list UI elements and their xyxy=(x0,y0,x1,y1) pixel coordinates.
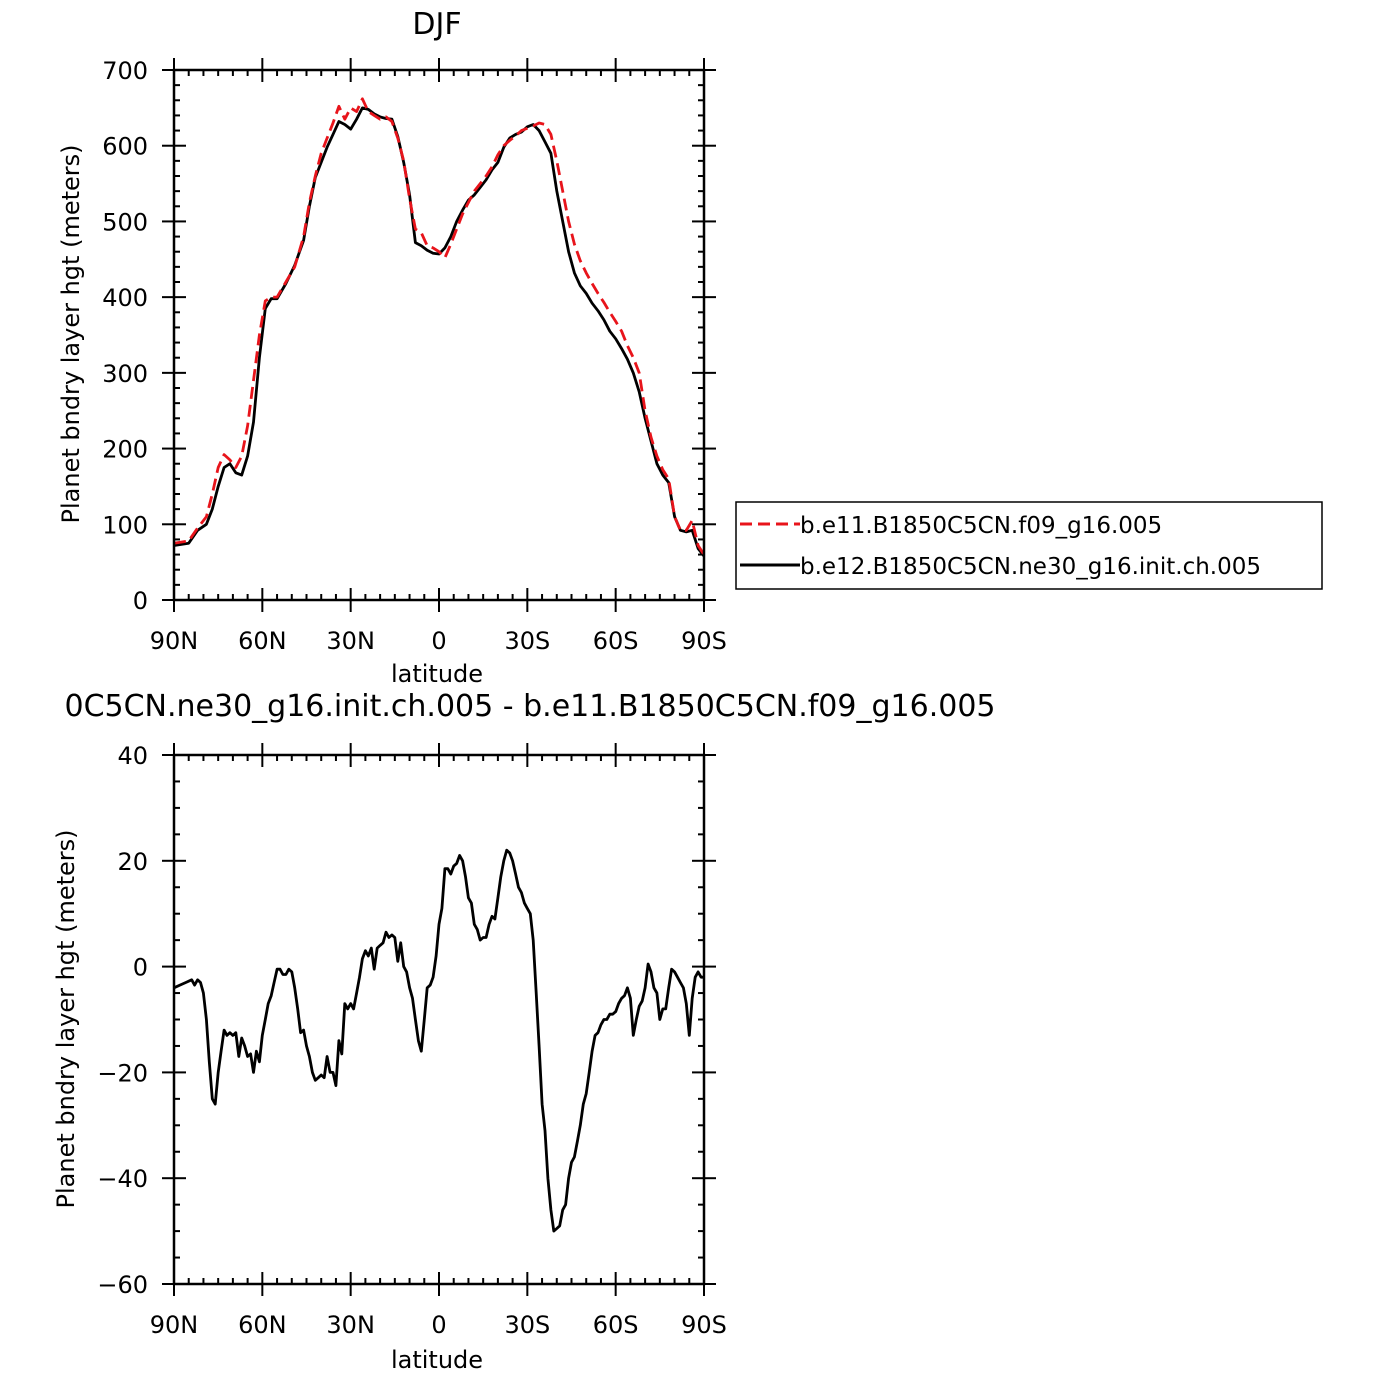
series-line-1 xyxy=(173,97,706,556)
bottom-plot-frame xyxy=(172,753,706,1286)
legend-box xyxy=(735,501,1323,590)
x-tick-label: 0 xyxy=(431,1311,446,1339)
y-tick-label: 0 xyxy=(133,954,148,982)
bottom-panel: 0C5CN.ne30_g16.init.ch.005 - b.e11.B1850… xyxy=(52,689,996,1374)
y-tick-label: 200 xyxy=(102,436,148,464)
y-tick-label: 400 xyxy=(102,284,148,312)
y-tick-label: 500 xyxy=(102,208,148,236)
bottom-y-axis-label: Planet bndry layer hgt (meters) xyxy=(52,830,80,1209)
x-tick-label: 90N xyxy=(150,1311,199,1339)
y-tick-label: 100 xyxy=(102,511,148,539)
bottom-series-lines xyxy=(173,848,704,1233)
y-tick-label: 40 xyxy=(117,742,148,770)
x-tick-label: 90N xyxy=(150,627,199,655)
series-line-2 xyxy=(173,106,706,557)
y-tick-label: 700 xyxy=(102,57,148,85)
x-tick-label: 0 xyxy=(431,627,446,655)
bottom-x-axis-label: latitude xyxy=(391,1346,483,1374)
y-tick-label: 20 xyxy=(117,848,148,876)
legend-label-series-2: b.e12.B1850C5CN.ne30_g16.init.ch.005 xyxy=(800,554,1261,580)
top-x-axis-label: latitude xyxy=(391,660,483,688)
x-tick-label: 90S xyxy=(681,1311,727,1339)
top-plot-frame xyxy=(172,68,706,602)
y-tick-label: 0 xyxy=(133,587,148,615)
x-tick-label: 30S xyxy=(504,1311,550,1339)
top-panel: DJF latitude Planet bndry layer hgt (met… xyxy=(57,7,1323,688)
top-chart-title: DJF xyxy=(412,7,461,42)
top-series-lines xyxy=(173,97,706,557)
bottom-axis-ticks: 90N 60N 30N 0 30S 60S 90S −60 −40 −20 0 20 40 xyxy=(97,742,727,1339)
legend-label-series-1: b.e11.B1850C5CN.f09_g16.005 xyxy=(800,513,1162,539)
x-tick-label: 30N xyxy=(326,1311,375,1339)
y-tick-label: 600 xyxy=(102,133,148,161)
x-tick-label: 60S xyxy=(593,627,639,655)
y-tick-label: 300 xyxy=(102,360,148,388)
legend: b.e11.B1850C5CN.f09_g16.005 b.e12.B1850C… xyxy=(735,501,1323,590)
x-tick-label: 60N xyxy=(238,1311,287,1339)
y-tick-label: −20 xyxy=(97,1059,148,1087)
y-tick-label: −60 xyxy=(97,1271,148,1299)
x-tick-label: 60S xyxy=(593,1311,639,1339)
y-tick-label: −40 xyxy=(97,1165,148,1193)
top-y-axis-label: Planet bndry layer hgt (meters) xyxy=(57,145,85,524)
bottom-chart-title: 0C5CN.ne30_g16.init.ch.005 - b.e11.B1850… xyxy=(64,689,995,724)
x-tick-label: 30N xyxy=(326,627,375,655)
x-tick-label: 30S xyxy=(504,627,550,655)
x-tick-label: 60N xyxy=(238,627,287,655)
x-tick-label: 90S xyxy=(681,627,727,655)
series-line-1 xyxy=(173,848,704,1233)
